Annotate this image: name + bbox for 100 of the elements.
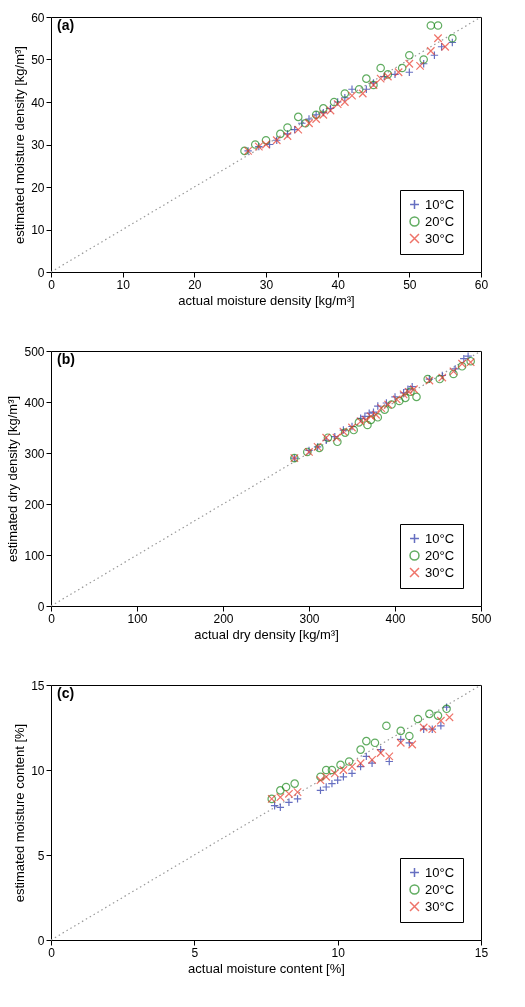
x-tick-label: 500 [471,611,492,626]
point [376,748,385,758]
point [362,74,371,83]
x-tick-label: 15 [474,945,489,960]
x-tick-label: 20 [188,277,202,292]
legend-label: 20°C [425,213,455,229]
point [281,782,291,792]
y-tick-label: 15 [31,678,45,693]
y-tick-label: 200 [24,497,45,512]
point [425,709,434,719]
point [339,765,348,775]
y-axis-title: estimated dry density [kg/m³] [5,395,21,563]
legend-label: 10°C [425,530,455,546]
point [436,716,446,726]
point [401,393,410,403]
point [448,33,457,43]
y-tick-label: 30 [31,138,45,152]
y-tick-label: 10 [31,763,45,778]
y-tick-label: 0 [37,933,45,948]
point [433,21,443,30]
point [340,89,350,98]
point [347,91,357,100]
point [240,146,249,156]
point [304,118,314,128]
y-tick-label: 20 [31,180,45,195]
point [426,21,436,30]
y-tick-label: 40 [31,95,45,110]
point [347,84,357,94]
point [344,757,354,766]
x-tick-label: 50 [403,277,417,292]
x-tick-label: 0 [48,277,56,292]
point [362,736,371,746]
legend-label: 30°C [425,230,455,246]
point [276,786,285,795]
x-tick-label: 30 [259,277,274,292]
point [387,400,396,409]
point [293,112,303,122]
point [370,738,380,748]
point [415,61,425,71]
x-tick-label: 0 [48,611,56,626]
legend-label: 30°C [425,898,455,914]
y-tick-label: 400 [24,395,45,410]
point [293,125,303,134]
y-tick-label: 300 [24,446,45,461]
x-tick-label: 300 [299,611,320,626]
point [440,42,450,52]
point [304,114,314,124]
legend-label: 30°C [425,564,455,580]
y-tick-label: 5 [37,848,45,863]
point [354,84,364,94]
x-axis-title: actual dry density [kg/m³] [194,626,339,642]
point [376,63,385,73]
y-tick-label: 500 [24,344,45,359]
chart-title: (a) [57,17,75,33]
point [426,46,436,56]
y-tick-label: 0 [37,265,45,280]
legend-label: 20°C [425,881,455,897]
point [284,797,294,807]
point [347,762,357,771]
x-tick-label: 10 [331,945,346,960]
point [293,794,302,804]
point [380,405,389,414]
x-tick-label: 0 [48,945,56,960]
point [397,63,407,73]
y-tick-label: 100 [24,548,45,563]
point [327,765,337,775]
chart-title: (b) [57,351,75,367]
y-tick-label: 60 [31,10,45,25]
point [394,67,403,77]
point [405,731,414,741]
point [356,745,365,754]
point [321,772,331,782]
point [311,114,321,124]
point [433,711,443,720]
legend-label: 10°C [425,864,455,880]
point [327,779,337,788]
point [463,351,473,361]
legend-label: 20°C [425,547,455,563]
point [412,392,421,402]
point [396,738,406,748]
point [347,769,357,778]
point [445,712,454,722]
point [384,752,394,761]
x-tick-label: 40 [331,277,346,292]
y-axis-title: estimated moisture content [%] [12,723,28,903]
point [330,769,340,778]
point [319,104,328,113]
x-tick-label: 10 [116,277,131,292]
point [301,118,310,128]
x-tick-label: 200 [213,611,234,626]
point [405,59,414,69]
y-tick-label: 0 [37,599,45,614]
x-tick-label: 100 [127,611,148,626]
y-tick-label: 10 [31,223,45,237]
legend-label: 10°C [425,196,455,212]
point [356,758,365,768]
x-tick-label: 400 [385,611,406,626]
x-tick-label: 5 [191,945,199,960]
point [321,782,331,792]
chart-title: (c) [57,685,75,701]
